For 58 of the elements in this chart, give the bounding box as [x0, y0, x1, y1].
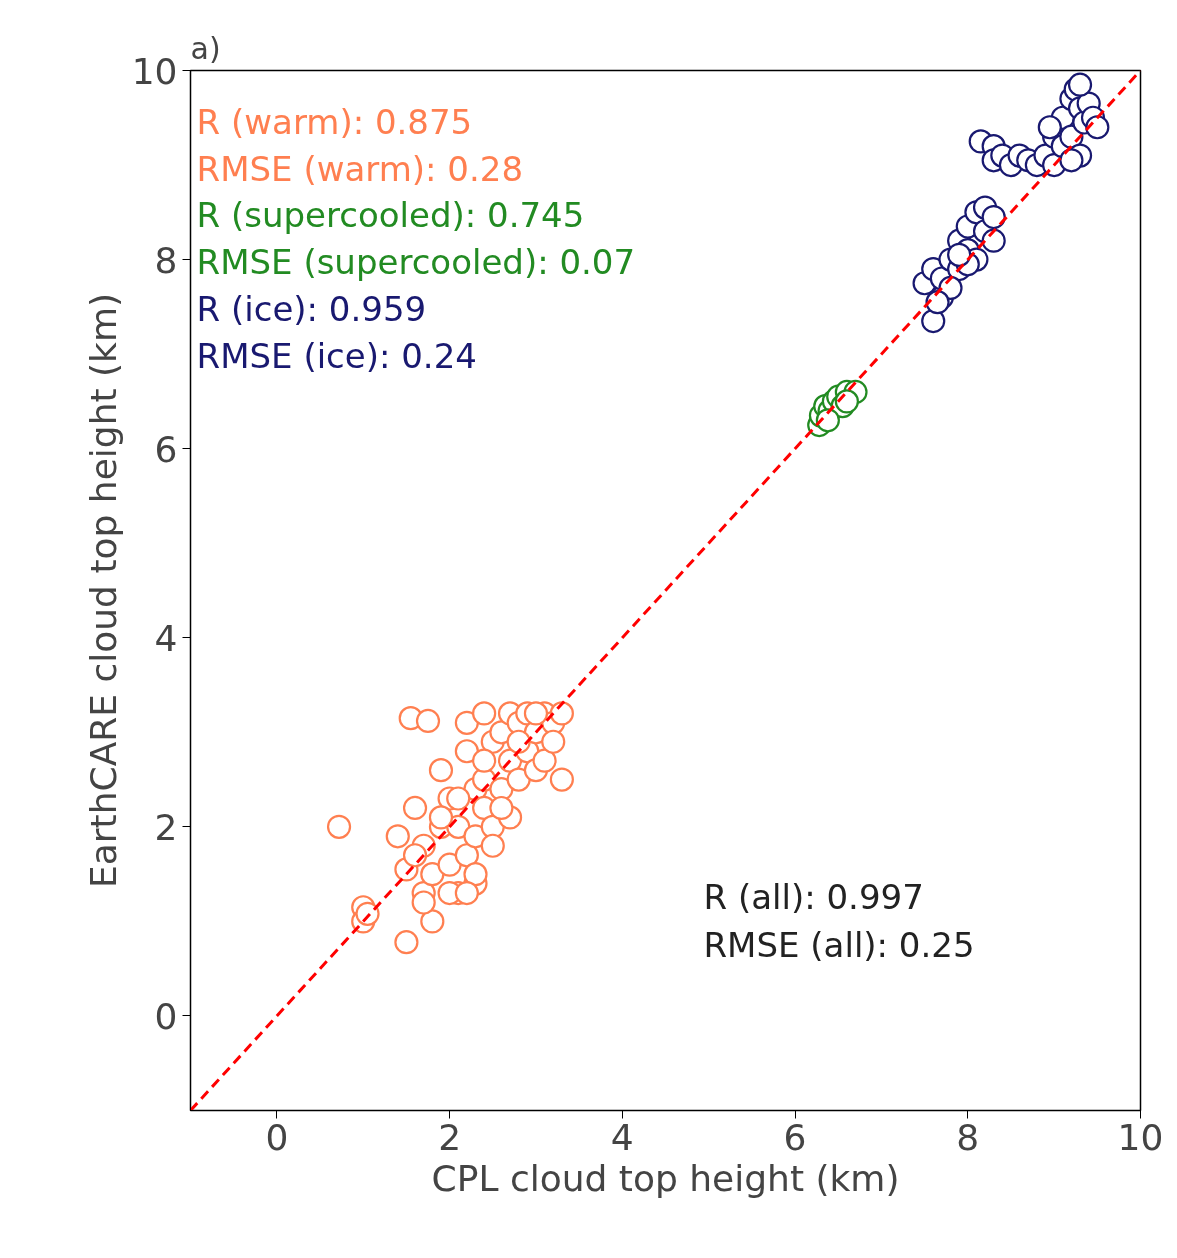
point	[420, 862, 445, 887]
point	[541, 729, 566, 754]
point	[472, 701, 497, 726]
annotation: RMSE (warm): 0.28	[196, 148, 524, 189]
y-tick-label: 4	[154, 617, 178, 659]
chart-title: a)	[190, 30, 221, 66]
y-axis-title: EarthCARE cloud top height (km)	[82, 292, 124, 889]
point	[446, 786, 471, 811]
annotation: R (warm): 0.875	[196, 101, 473, 142]
point	[428, 805, 454, 830]
point	[532, 748, 557, 773]
point	[326, 814, 352, 839]
x-tick-label: 0	[265, 1116, 289, 1158]
point	[981, 228, 1006, 253]
point	[394, 930, 419, 955]
x-tick-label: 4	[610, 1116, 634, 1158]
point	[454, 739, 479, 764]
x-tick-label: 6	[783, 1116, 807, 1158]
point	[1037, 115, 1062, 140]
x-axis-title: CPL cloud top height (km)	[431, 1157, 900, 1199]
annotation: RMSE (supercooled): 0.07	[196, 242, 636, 283]
y-tick-label: 10	[131, 50, 178, 92]
annotation: R (supercooled): 0.745	[196, 195, 585, 236]
point	[549, 701, 574, 726]
y-tick-label: 0	[154, 995, 178, 1037]
x-tick-label: 2	[438, 1116, 462, 1158]
y-tick-label: 6	[154, 428, 178, 470]
point	[463, 862, 488, 887]
point	[1059, 148, 1084, 173]
point	[1067, 72, 1093, 97]
point	[523, 701, 549, 726]
point	[549, 767, 574, 792]
point	[428, 758, 454, 783]
point	[480, 833, 505, 858]
y-tick-label: 2	[154, 806, 178, 848]
point	[506, 767, 531, 792]
annotation: R (all): 0.997 RMSE (all): 0.25	[703, 876, 975, 965]
annotation: RMSE (ice): 0.24	[196, 335, 477, 376]
point	[402, 843, 428, 868]
y-tick-label: 8	[154, 239, 178, 281]
point	[489, 795, 514, 821]
point	[834, 389, 859, 414]
point	[921, 308, 946, 334]
point	[385, 824, 410, 849]
point	[411, 890, 436, 915]
point	[925, 290, 950, 315]
annotation: R (ice): 0.959	[196, 288, 427, 329]
point	[420, 909, 445, 934]
x-tick-label: 8	[956, 1116, 980, 1158]
point	[402, 795, 428, 821]
point	[472, 748, 497, 773]
x-tick-label: 10	[1117, 1116, 1164, 1158]
point	[454, 710, 479, 735]
point	[454, 880, 479, 906]
point	[981, 204, 1006, 230]
point	[947, 242, 972, 267]
point	[437, 852, 462, 877]
point	[415, 708, 441, 734]
